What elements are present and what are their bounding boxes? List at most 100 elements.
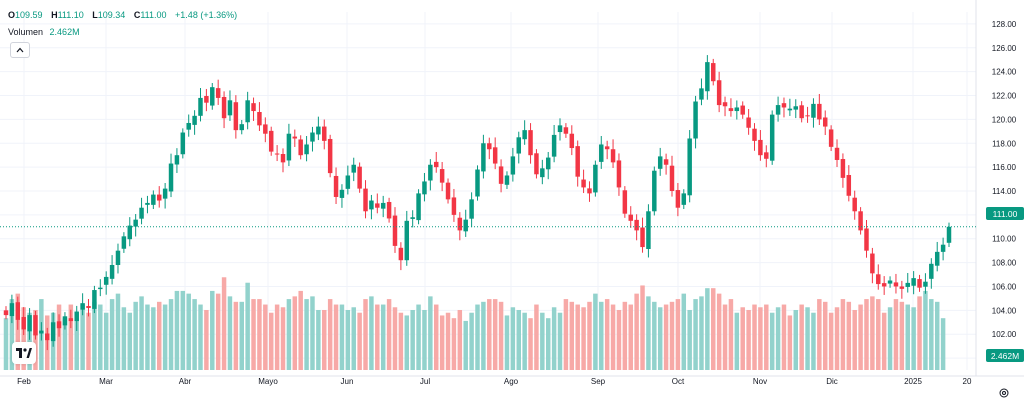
candle-body [345,175,351,189]
candle-body [498,166,504,184]
candle-body [151,194,156,205]
candle-body [416,193,421,221]
volume-bar [722,304,728,370]
tradingview-logo-icon[interactable] [12,342,36,364]
volume-bar [339,304,345,370]
chevron-up-icon[interactable] [10,42,30,58]
volume-bar [610,304,616,370]
candle-body [322,126,327,141]
volume-bar [563,299,569,370]
volume-bar [204,310,209,370]
candle-body [233,102,239,131]
candle-body [98,287,103,290]
y-tick-label: 120.00 [992,115,1017,124]
candle-body [858,211,863,231]
candle-body [681,193,687,205]
y-tick-label: 122.00 [992,92,1017,101]
volume-bar [711,288,716,370]
volume-bar [604,299,610,370]
volume-bar [375,304,380,370]
volume-bar [534,304,539,370]
volume-bar [345,310,351,370]
volume-bar [233,301,239,370]
volume-bar [781,304,787,370]
volume-bar [445,312,451,370]
candle-body [369,200,374,210]
volume-bar [769,312,775,370]
volume-bar [80,304,85,370]
volume-bar [852,310,857,370]
candle-body [752,128,757,141]
candle-body [587,188,592,194]
volume-bar [245,282,250,370]
candle-body [699,88,704,100]
volume-bar [716,293,722,370]
candle-body [434,161,439,168]
volume-bar [887,307,893,370]
volume-bar [333,304,339,370]
volume-bar [663,304,669,370]
candle-body [363,188,368,212]
candle-body [887,280,893,284]
y-tick-label: 124.00 [992,68,1017,77]
volume-bar [740,307,745,370]
candle-body [62,316,68,326]
candle-body [168,163,174,192]
volume-bar [575,304,580,370]
candle-body [15,302,21,320]
candle-body [304,144,309,155]
volume-bar [386,299,392,370]
volume-bar [905,304,910,370]
candle-body [881,283,887,287]
volume-bar [787,315,793,370]
candle-body [139,207,144,219]
candle-body [439,169,445,183]
low-value: 109.34 [97,10,126,20]
volume-bar [805,307,810,370]
volume-bar [687,310,692,370]
candle-body [811,103,816,118]
candle-body [817,103,822,120]
candle-body [115,250,121,265]
volume-bar [304,299,309,370]
candle-body [528,130,533,156]
candle-body [929,263,934,279]
volume-bar [363,299,368,370]
candle-body [286,133,292,161]
volume-bar [828,312,834,370]
volume-bar [681,293,687,370]
volume-bar [923,290,928,370]
candle-body [192,115,197,125]
candle-body [428,164,433,181]
candle-body [56,321,62,329]
volume-bar [439,315,445,370]
volume-bar [227,296,233,370]
volume-bar [504,315,510,370]
volume-bar [758,307,763,370]
candle-body [899,286,905,289]
last-price-tag: 111.00 [986,207,1024,220]
open-value: 109.59 [15,10,43,20]
candle-body [298,139,303,156]
candle-body [492,147,498,164]
x-tick-label: Feb [17,377,31,386]
volume-bar [162,304,168,370]
volume-bar [881,312,887,370]
candle-body [510,156,516,175]
volume-bar [545,318,551,370]
volume-bar [463,320,468,370]
volume-bar [557,312,563,370]
candle-body [86,306,91,308]
volume-bar [587,301,592,370]
candle-body [787,108,793,111]
volume-bar [899,301,905,370]
gear-icon[interactable] [998,386,1010,398]
volume-bar [911,307,916,370]
volume-bar [351,307,356,370]
candle-body [593,164,598,193]
volume-bar [793,310,799,370]
volume-bar [893,299,899,370]
candle-body [557,125,563,133]
